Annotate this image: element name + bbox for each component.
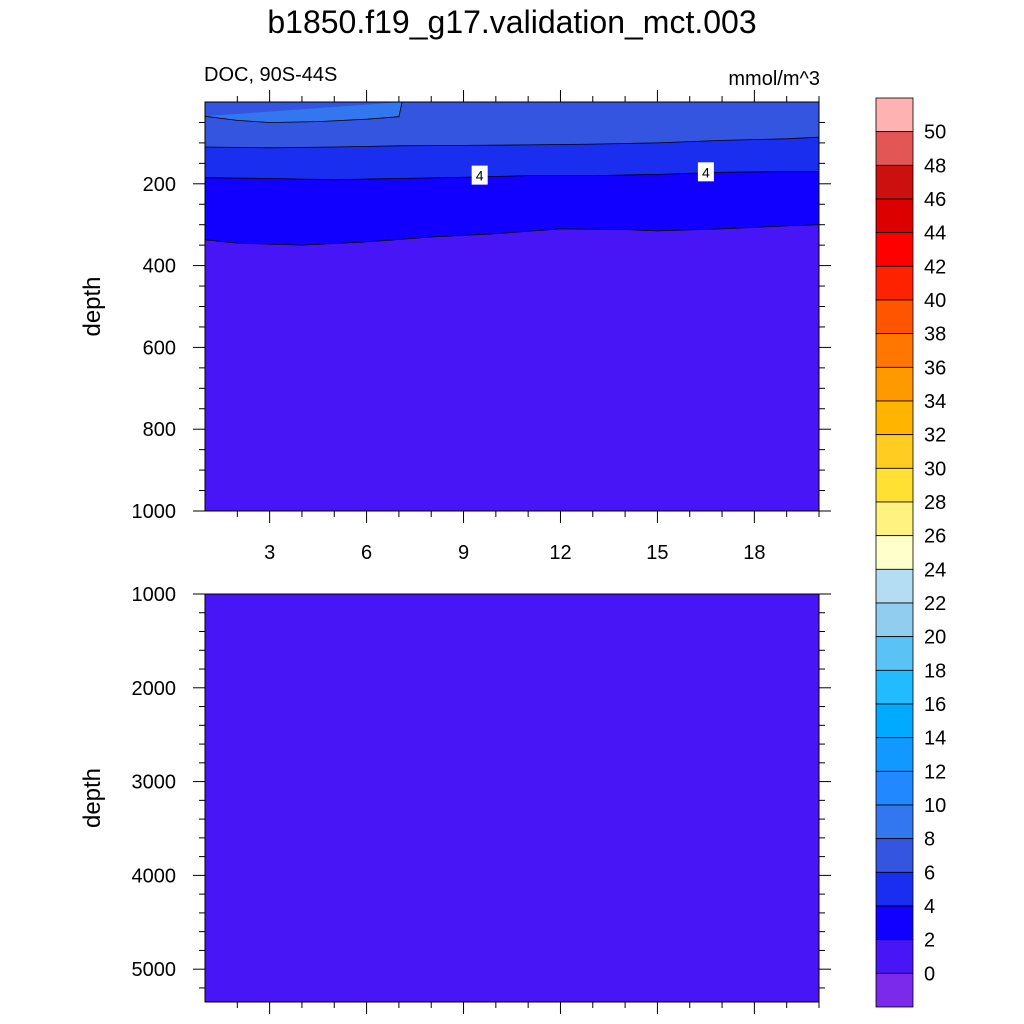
colorbar-label: 48 [924, 155, 946, 177]
colorbar-swatch [875, 737, 914, 772]
x-tick-label: 12 [549, 542, 571, 564]
x-tick-label: 15 [646, 542, 668, 564]
y-tick-label: 2000 [132, 678, 177, 700]
colorbar-swatch [875, 467, 914, 503]
colorbar-swatch [875, 770, 914, 806]
colorbar-label: 32 [924, 425, 946, 447]
colorbar-swatch [875, 535, 914, 570]
y-tick-label: 400 [143, 256, 176, 278]
x-tick-label: 9 [458, 542, 469, 564]
colorbar-swatch [875, 669, 914, 705]
colorbar-label: 12 [924, 761, 946, 783]
colorbar-label: 8 [924, 829, 935, 851]
colorbar-label: 28 [924, 492, 946, 514]
y-tick-label: 5000 [132, 959, 177, 981]
contour-label-box [697, 162, 714, 182]
colorbar-label: 4 [924, 896, 935, 918]
colorbar-label: 30 [924, 458, 946, 480]
colorbar-swatch [875, 939, 914, 974]
colorbar-swatch [875, 299, 914, 335]
contour-line-2 [204, 224, 820, 246]
region-subtitle: DOC, 90S-44S [204, 64, 338, 86]
units-label: mmol/m^3 [728, 68, 820, 90]
lower-frame [204, 593, 820, 1003]
colorbar-swatch [875, 232, 914, 267]
colorbar-swatch [875, 972, 914, 1008]
colorbar-label: 14 [924, 728, 946, 750]
contour-line-8 [204, 101, 403, 123]
colorbar-swatch [875, 97, 914, 133]
fill-band-8-10 [205, 102, 403, 123]
colorbar-label: 46 [924, 189, 946, 211]
x-tick-label: 3 [264, 542, 275, 564]
upper-panel: 4 4 3 6 9 12 15 18 200 400 600 800 1000 depth [79, 90, 831, 564]
y-tick-label: 200 [143, 174, 176, 196]
contour-label: 4 [702, 164, 710, 180]
colorbar-label: 16 [924, 694, 946, 716]
colorbar-swatch [875, 636, 914, 671]
colorbar-label: 20 [924, 627, 946, 649]
colorbar-swatch [875, 131, 914, 166]
colorbar-swatch [875, 265, 914, 301]
y-tick-label: 1000 [132, 501, 177, 523]
colorbar-swatch [875, 366, 914, 402]
y-tick-label: 3000 [132, 772, 177, 794]
colorbar-swatch [875, 838, 914, 873]
colorbar: 5048464442403836343230282624222018161412… [875, 97, 946, 1008]
chart-title: b1850.f19_g17.validation_mct.003 [267, 4, 757, 40]
colorbar-label: 22 [924, 593, 946, 615]
colorbar-swatch [875, 400, 914, 436]
colorbar-swatch [875, 198, 914, 234]
colorbar-swatch [875, 804, 914, 840]
y-tick-label: 800 [143, 419, 176, 441]
colorbar-label: 44 [924, 223, 946, 245]
y-axis-label: depth [79, 276, 106, 336]
contour-label: 4 [476, 168, 484, 184]
colorbar-label: 24 [924, 559, 946, 581]
lower-panel: 1000 2000 3000 4000 5000 depth [79, 584, 831, 1014]
colorbar-label: 0 [924, 963, 935, 985]
colorbar-label: 38 [924, 324, 946, 346]
y-tick-label: 4000 [132, 865, 177, 887]
x-tick-label: 18 [743, 542, 765, 564]
colorbar-swatch [875, 333, 914, 368]
colorbar-label: 2 [924, 930, 935, 952]
contour-label-box [471, 165, 488, 185]
colorbar-swatch [875, 164, 914, 200]
colorbar-label: 34 [924, 391, 946, 413]
colorbar-label: 10 [924, 795, 946, 817]
colorbar-swatch [875, 905, 914, 941]
colorbar-label: 6 [924, 862, 935, 884]
colorbar-swatch [875, 501, 914, 537]
contour-line-6 [204, 136, 820, 149]
colorbar-label: 18 [924, 660, 946, 682]
y-axis-label: depth [79, 768, 106, 828]
contour-line-4 [204, 171, 819, 181]
colorbar-label: 42 [924, 256, 946, 278]
fill-band-0-2-deep [205, 594, 819, 1002]
colorbar-swatch [875, 871, 914, 907]
colorbar-label: 26 [924, 526, 946, 548]
colorbar-swatch [875, 568, 914, 604]
colorbar-label: 40 [924, 290, 946, 312]
colorbar-swatch [875, 434, 914, 469]
colorbar-label: 50 [924, 122, 946, 144]
y-tick-label: 600 [143, 337, 176, 359]
y-tick-label: 1000 [132, 584, 177, 606]
colorbar-swatch [875, 602, 914, 638]
x-tick-label: 6 [361, 542, 372, 564]
colorbar-label: 36 [924, 357, 946, 379]
colorbar-swatch [875, 703, 914, 739]
